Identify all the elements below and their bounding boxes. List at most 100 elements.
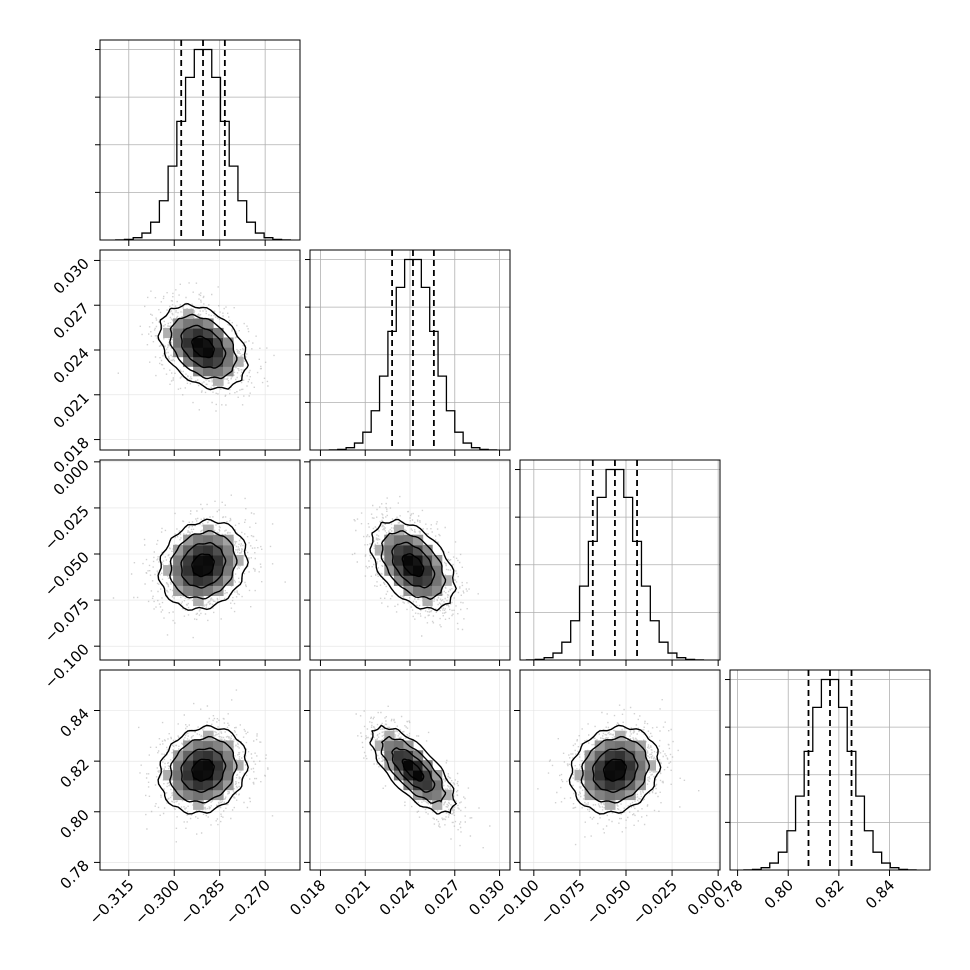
density-cell [203,740,214,751]
panel-content [310,460,510,660]
contour-line [169,313,238,380]
density-cell [384,730,395,742]
contour-line [592,747,639,794]
density-cell [173,327,184,339]
density-cell [403,575,414,586]
density-cell [183,327,194,339]
density-cell [203,789,214,801]
density-cell [193,760,204,771]
density-cell [614,789,626,801]
density-cell [604,760,616,771]
x-tick-label: 0.80 [761,876,797,912]
density-cell [203,760,214,771]
panel-frame [99,459,301,661]
density-cell [635,779,646,791]
density-cell [213,565,224,576]
contour-line [391,541,436,589]
density-cell [393,524,405,536]
density-cell [432,789,443,801]
density-cell [413,534,424,546]
density-cell [625,740,636,751]
density-cell [384,740,395,751]
panel-content [310,670,510,870]
density-cell [193,544,204,556]
contour-line [369,724,458,815]
density-cell [403,555,414,566]
hist-panel-0 [95,39,301,246]
density-cell [432,565,443,576]
contour-line [568,724,662,815]
density-cell [403,750,414,761]
y-tick-label: 0.021 [50,389,93,432]
density-cell [432,779,443,791]
panel-content [100,250,300,450]
density-cell [422,770,433,781]
contour-line [191,758,215,782]
density-cell [403,585,414,596]
density-cell [163,327,174,339]
panel-content [100,40,300,240]
density-cell [173,318,184,329]
density-cell [432,799,443,810]
panel-content [100,670,300,870]
density-cell [604,770,616,781]
panel-frame [99,39,301,241]
scatter-panel-2-3: −0.100−0.075−0.050−0.025 0.000 [491,669,727,928]
x-tick-label: 0.018 [286,876,329,919]
density-cell [193,318,204,329]
x-tick-label: −0.300 [131,876,183,928]
density-cell [574,770,586,781]
contour-line [169,735,238,804]
density-cell [441,575,452,586]
density-cell [584,750,596,761]
y-tick-label: 0.84 [56,705,92,741]
density-cell [223,779,234,791]
density-cell [223,347,234,358]
density-cell [213,585,224,596]
density-cell [183,534,194,546]
density-cell [193,740,204,751]
density-cell [403,565,414,576]
x-tick-label: −0.025 [629,876,681,928]
density-cell [604,750,616,761]
density-cell [374,544,385,556]
density-cell [432,585,443,596]
x-tick-label: −0.075 [537,876,589,928]
density-cell [173,337,184,348]
density-cell [173,347,184,358]
density-cell [193,555,204,566]
density-cell [183,760,194,771]
density-cell [393,575,405,586]
density-cell [193,575,204,586]
density-cell [645,760,656,771]
density-cell [614,730,626,742]
density-cell [625,760,636,771]
density-cell [422,575,433,586]
density-cell [213,356,224,367]
density-cell [173,544,184,556]
density-cell [403,770,414,781]
density-cell [422,585,433,596]
histogram-step [743,678,917,870]
density-cell [203,565,214,576]
density-cell [393,565,405,576]
density-cell [614,779,626,791]
density-cell [193,534,204,546]
density-cell [413,750,424,761]
scatter-points [351,495,479,637]
density-cell [403,779,414,791]
density-cell [384,544,395,556]
density-cell [403,760,414,771]
density-cell [183,740,194,751]
density-cell [203,555,214,566]
density-cell [213,544,224,556]
density-cell [203,575,214,586]
density-cell [584,760,596,771]
contour-line [180,747,227,794]
density-cell [193,366,204,377]
contour-line [180,324,227,369]
density-cell [173,770,184,781]
density-cell [403,534,414,546]
y-tick-label: 0.024 [50,344,93,387]
